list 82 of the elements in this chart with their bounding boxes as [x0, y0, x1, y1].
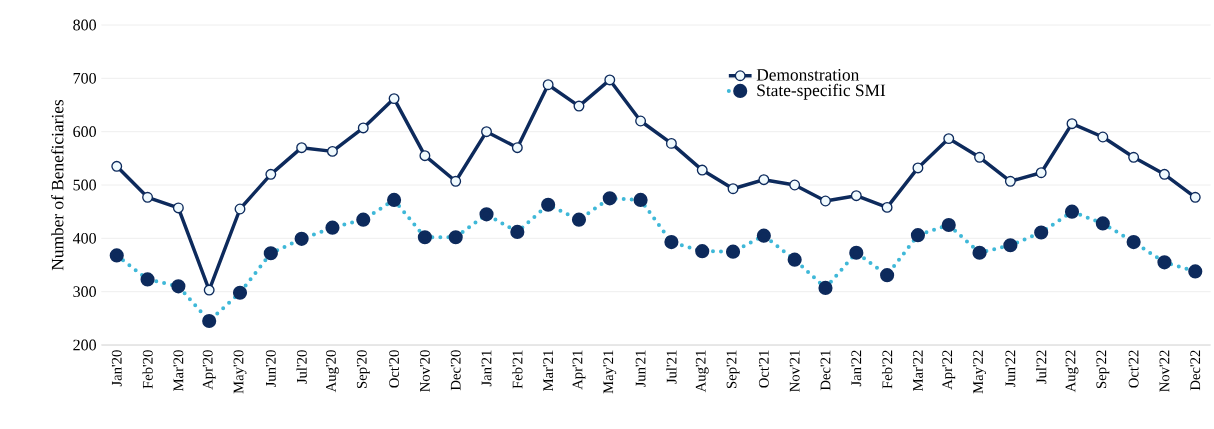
- point: [573, 100, 585, 112]
- x-tick-label: Oct'21: [758, 350, 769, 388]
- x-tick-label: Aug'20: [326, 350, 339, 393]
- x-tick-label: Apr'22: [942, 350, 956, 390]
- point: [172, 202, 184, 214]
- y-tick-label: 600: [73, 126, 97, 138]
- point: [265, 168, 277, 180]
- y-tick-label: 400: [72, 232, 97, 244]
- point: [511, 142, 523, 154]
- x-tick-label: Jul'21: [666, 350, 677, 384]
- point: [1004, 175, 1016, 187]
- point: [665, 137, 677, 149]
- point: [696, 164, 708, 176]
- point: [142, 191, 154, 203]
- y-axis-title: Number of Beneficiaries: [51, 99, 64, 271]
- legend-label: State-specific SMI: [757, 83, 886, 100]
- x-tick-label: Sep'22: [1096, 350, 1110, 389]
- point: [912, 162, 924, 174]
- point: [604, 74, 616, 86]
- x-tick-label: Jan'22: [851, 350, 862, 387]
- x-tick-label: Feb'20: [142, 350, 153, 389]
- x-tick-label: Apr'20: [202, 350, 216, 390]
- point: [850, 190, 862, 202]
- x-tick-label: Nov'21: [789, 350, 800, 392]
- point: [388, 93, 400, 105]
- point: [296, 142, 308, 154]
- x-tick-label: Jan'20: [111, 350, 122, 387]
- x-tick-label: Aug'22: [1065, 350, 1079, 393]
- x-tick-label: Nov'22: [1159, 350, 1170, 392]
- y-tick-label: 500: [73, 179, 97, 191]
- point: [789, 179, 801, 191]
- x-tick-label: Jun'22: [1005, 350, 1016, 388]
- point: [881, 201, 893, 213]
- x-tick-label: Jan'21: [481, 350, 492, 387]
- x-tick-label: Dec'22: [1190, 350, 1201, 391]
- x-tick-label: Dec'21: [820, 350, 831, 391]
- y-tick-label: 800: [73, 19, 97, 31]
- point: [1158, 168, 1170, 180]
- point: [1066, 118, 1078, 130]
- point: [203, 284, 215, 296]
- point: [542, 79, 554, 91]
- x-tick-label: Sep'21: [726, 350, 740, 389]
- point: [1035, 167, 1047, 179]
- x-tick-label: Mar'22: [913, 350, 923, 392]
- x-tick-label: Feb'21: [512, 350, 523, 389]
- x-tick-label: Mar'20: [173, 350, 184, 392]
- point: [234, 203, 246, 215]
- x-tick-label: May'20: [233, 350, 247, 394]
- point: [481, 126, 492, 138]
- x-tick-label: May'21: [603, 350, 617, 394]
- x-tick-label: Nov'20: [419, 350, 430, 392]
- point: [635, 115, 647, 127]
- x-tick-label: Jul'22: [1036, 350, 1047, 384]
- point: [357, 122, 369, 134]
- point: [419, 150, 431, 162]
- point: [111, 160, 123, 172]
- x-tick-label: Oct'20: [389, 350, 400, 388]
- x-tick-label: Sep'20: [356, 350, 370, 389]
- x-tick-label: Apr'21: [572, 350, 586, 390]
- x-tick-label: Feb'22: [881, 350, 893, 389]
- point: [1189, 191, 1201, 203]
- point: [820, 195, 831, 207]
- x-tick-label: Mar'21: [543, 350, 554, 392]
- x-tick-label: May'22: [973, 350, 986, 394]
- point: [1128, 151, 1140, 163]
- point: [450, 175, 462, 187]
- point: [1097, 131, 1109, 143]
- point: [727, 183, 739, 195]
- point: [758, 174, 770, 186]
- legend-label: Demonstration: [756, 69, 860, 81]
- point: [326, 145, 338, 157]
- x-tick-label: Jun'21: [635, 350, 646, 388]
- y-tick-label: 300: [73, 286, 97, 298]
- x-tick-label: Jun'20: [265, 350, 276, 388]
- x-tick-label: Oct'22: [1128, 350, 1139, 388]
- x-tick-label: Jul'20: [296, 350, 307, 384]
- x-tick-label: Aug'21: [695, 350, 709, 393]
- x-tick-label: Dec'20: [450, 350, 461, 391]
- y-tick-label: 700: [73, 72, 97, 84]
- y-tick-label: 200: [73, 339, 97, 351]
- point: [974, 151, 986, 163]
- point: [943, 133, 955, 145]
